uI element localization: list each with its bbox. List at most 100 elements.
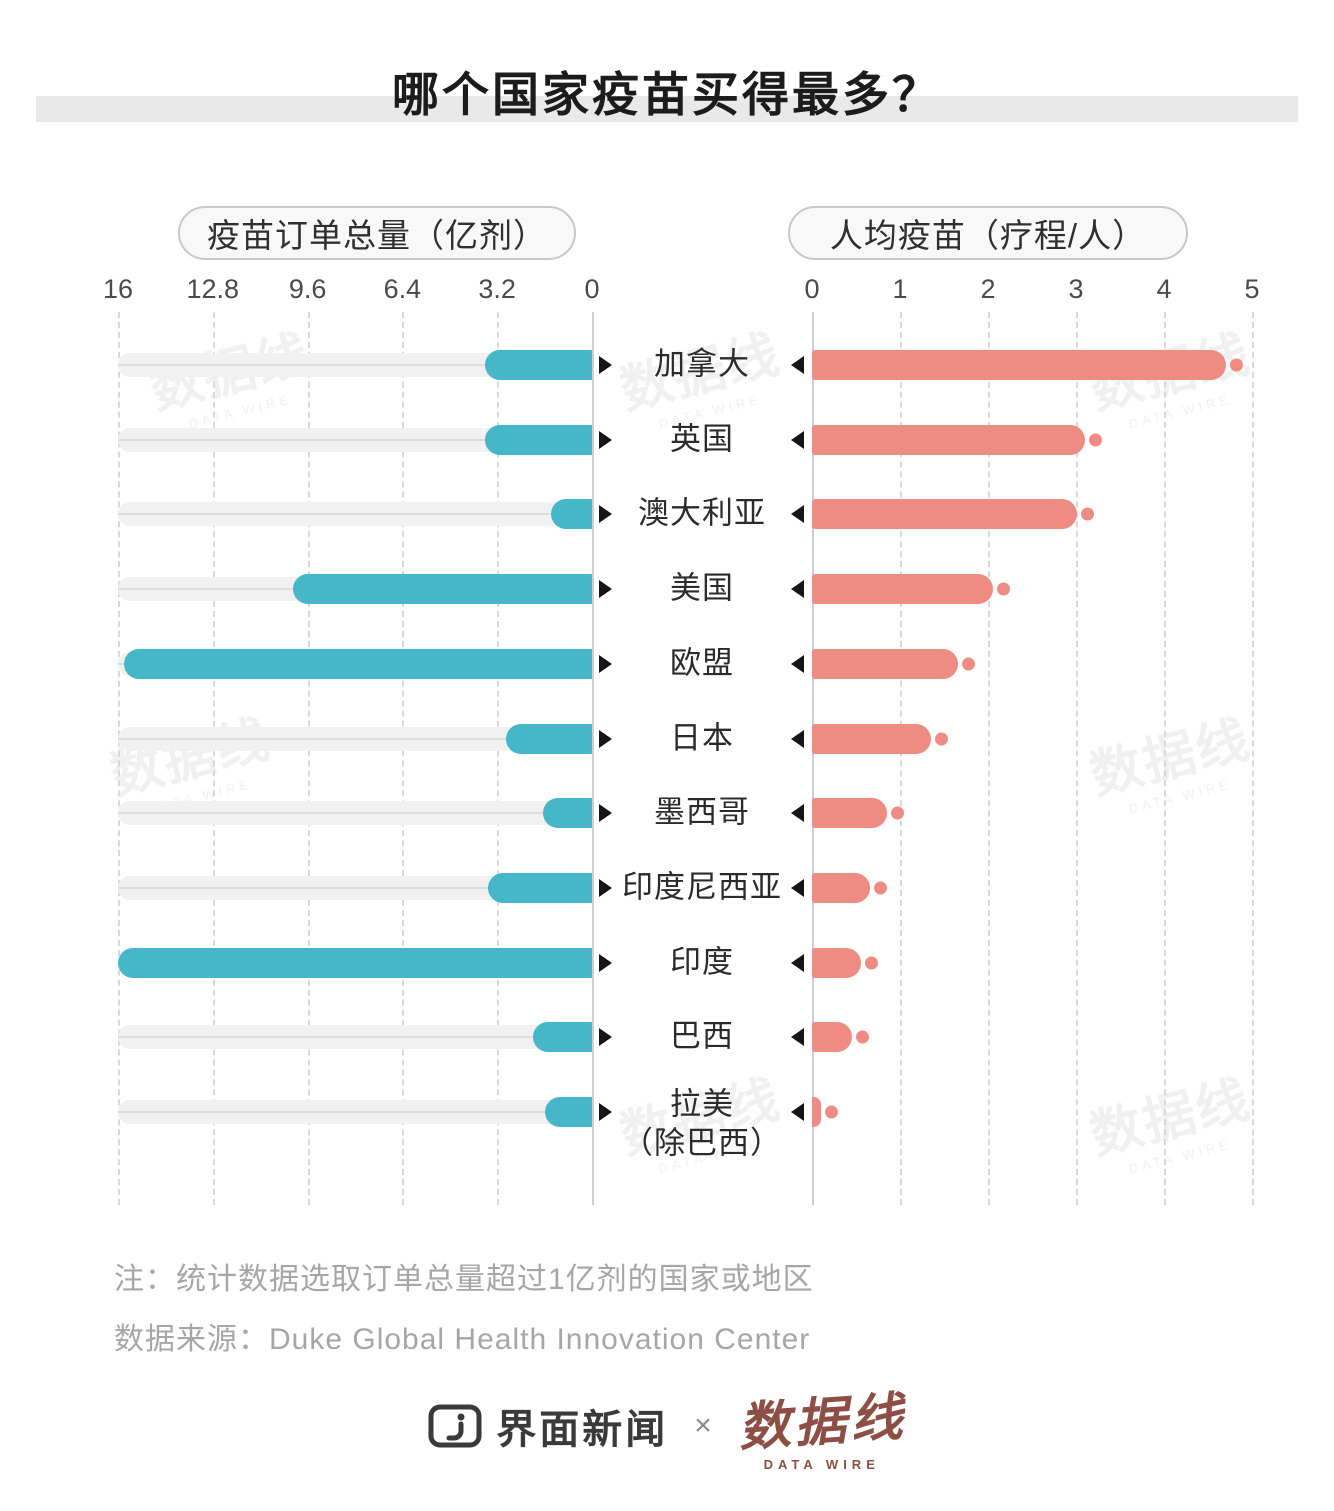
right-arrow-icon xyxy=(791,580,804,599)
left-bar xyxy=(544,1097,592,1127)
category-label: 墨西哥 xyxy=(654,794,750,830)
right-axis-tick: 0 xyxy=(804,274,820,304)
right-bar-dot xyxy=(873,881,887,895)
page-title: 哪个国家疫苗买得最多？ xyxy=(392,68,942,121)
left-arrow-icon xyxy=(599,1103,612,1121)
right-bar xyxy=(812,947,878,978)
right-bar-dot xyxy=(997,582,1010,596)
right-bar xyxy=(812,424,1103,455)
right-arrow-icon xyxy=(791,953,804,972)
multiply-separator: × xyxy=(694,1409,712,1442)
right-bar-dot xyxy=(856,1030,870,1044)
left-arrow-icon xyxy=(599,878,612,897)
left-bar-track xyxy=(118,502,592,527)
right-bar xyxy=(812,499,1094,530)
right-gridline xyxy=(1076,312,1078,1205)
right-bar xyxy=(812,350,1244,380)
right-axis-tick: 1 xyxy=(892,274,908,304)
left-bar xyxy=(485,424,592,455)
category-label: 印度尼西亚 xyxy=(622,869,782,905)
left-bar xyxy=(550,499,592,530)
left-arrow-icon xyxy=(599,580,612,599)
left-chart-header: 疫苗订单总量（亿剂） xyxy=(178,206,576,260)
data-source-note: 数据来源：Duke Global Health Innovation Cente… xyxy=(114,1323,811,1356)
left-bar-track xyxy=(118,1025,592,1050)
chart-note: 注：统计数据选取订单总量超过1亿剂的国家或地区 xyxy=(114,1263,814,1296)
left-bar xyxy=(532,1022,592,1053)
right-arrow-icon xyxy=(791,1103,804,1121)
left-axis-tick: 16 xyxy=(102,274,134,304)
left-arrow-icon xyxy=(599,953,612,972)
right-gridline xyxy=(988,312,990,1205)
left-bar xyxy=(543,798,592,829)
right-arrow-icon xyxy=(791,804,804,823)
left-bar xyxy=(485,350,592,380)
right-bar xyxy=(812,872,887,903)
left-axis-tick: 9.6 xyxy=(288,274,327,304)
right-bar-dot xyxy=(825,1105,839,1119)
left-axis-tick: 6.4 xyxy=(383,274,422,304)
left-arrow-icon xyxy=(599,729,612,748)
left-bar xyxy=(488,872,592,903)
right-gridline xyxy=(1252,312,1254,1205)
right-bar xyxy=(812,798,905,829)
right-bar-dot xyxy=(891,806,905,820)
left-bar xyxy=(123,648,592,679)
footer-logos: 界面新闻 × 数据线 DATA WIRE xyxy=(0,1380,1334,1472)
right-gridline xyxy=(1164,312,1166,1205)
right-bar xyxy=(812,648,975,679)
left-gridline xyxy=(402,312,405,1205)
right-arrow-icon xyxy=(791,356,804,374)
left-bar-track xyxy=(118,1100,592,1124)
right-bar-dot xyxy=(935,732,949,745)
right-bar xyxy=(812,1097,839,1127)
right-bar xyxy=(812,574,1010,605)
right-arrow-icon xyxy=(791,654,804,673)
category-label: 印度 xyxy=(670,944,734,980)
right-bar-dot xyxy=(1080,507,1094,521)
category-label: 英国 xyxy=(670,421,734,457)
left-gridline xyxy=(307,312,310,1205)
left-bar xyxy=(506,723,592,754)
left-zero-axis xyxy=(592,312,594,1205)
left-axis-tick: 12.8 xyxy=(186,274,240,304)
left-gridline xyxy=(118,312,120,1205)
right-arrow-icon xyxy=(791,729,804,748)
category-label: 日本 xyxy=(670,720,734,756)
datawire-logo-text: 数据线 xyxy=(736,1388,908,1458)
left-gridline xyxy=(497,312,500,1205)
category-label: 加拿大 xyxy=(654,346,750,382)
right-bar-dot xyxy=(1230,358,1244,372)
datawire-logo-subtext: DATA WIRE xyxy=(763,1457,880,1472)
right-axis-tick: 3 xyxy=(1068,274,1084,304)
category-label: 欧盟 xyxy=(670,645,734,681)
title-band xyxy=(36,96,1298,122)
right-bar xyxy=(812,723,949,754)
jiemian-logo: 界面新闻 xyxy=(428,1397,668,1455)
category-label: 澳大利亚 xyxy=(638,496,766,532)
left-bar xyxy=(118,947,592,978)
left-arrow-icon xyxy=(599,1028,612,1047)
right-gridline xyxy=(900,312,902,1205)
left-axis-tick: 3.2 xyxy=(478,274,516,304)
right-axis-tick: 5 xyxy=(1244,274,1260,304)
left-axis-tick: 0 xyxy=(584,274,600,304)
category-label: 美国 xyxy=(670,570,734,606)
right-arrow-icon xyxy=(791,1028,804,1047)
datawire-logo: 数据线 DATA WIRE xyxy=(736,1380,908,1472)
right-arrow-icon xyxy=(791,878,804,897)
right-arrow-icon xyxy=(791,505,804,524)
left-bar xyxy=(292,574,592,605)
left-arrow-icon xyxy=(599,505,612,524)
left-bar-track xyxy=(118,801,592,826)
right-zero-axis xyxy=(812,312,814,1205)
left-arrow-icon xyxy=(599,804,612,823)
right-arrow-icon xyxy=(791,430,804,449)
right-bar xyxy=(812,1022,870,1053)
right-bar-dot xyxy=(961,657,975,671)
left-arrow-icon xyxy=(599,356,612,374)
left-arrow-icon xyxy=(599,654,612,673)
jiemian-logo-icon xyxy=(428,1404,482,1448)
right-chart-header: 人均疫苗（疗程/人） xyxy=(788,206,1188,260)
